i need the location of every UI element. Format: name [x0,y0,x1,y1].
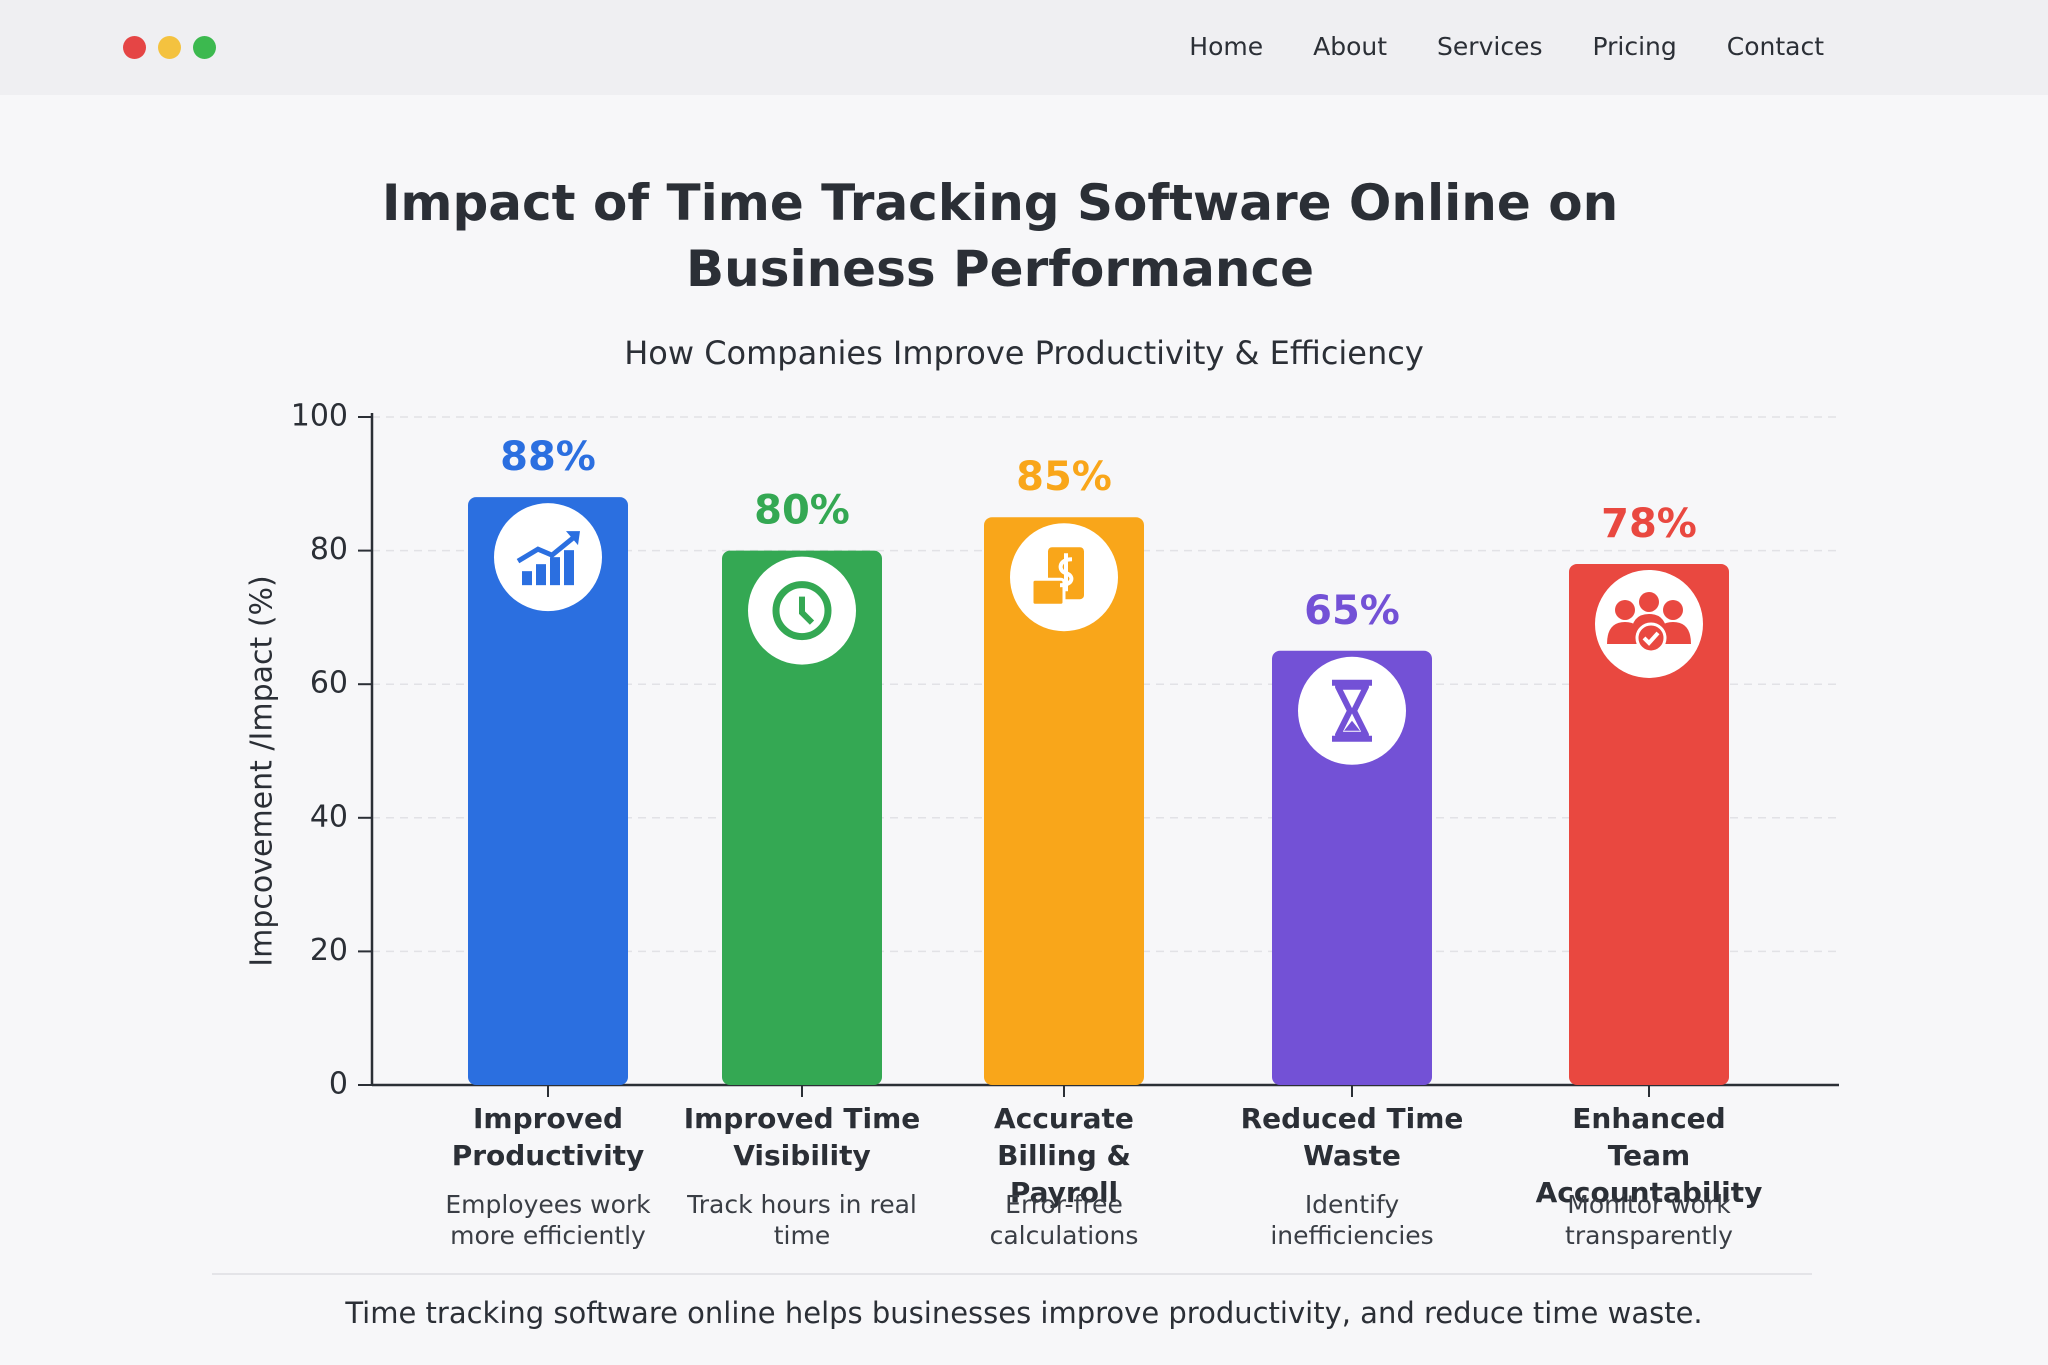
value-label: 85% [1016,454,1112,500]
window-dot [123,36,146,59]
icon [1298,656,1406,765]
icon [748,556,856,665]
nav: Home About Services Pricing Contact [1189,32,1824,61]
window-dot [158,36,181,59]
chart-title: Impact of Time Tracking Software Online … [381,174,1619,298]
icon [1595,569,1703,678]
nav-link[interactable]: Contact [1726,32,1824,61]
icon-part [566,531,580,546]
nav-link[interactable]: Home [1189,32,1264,61]
footer-text: Time tracking software online helps busi… [345,1296,1703,1330]
value-label: 88% [500,434,596,480]
icon-part [516,535,576,564]
icon-part [522,571,532,586]
y-tick-label: 40 [310,799,348,834]
nav-link[interactable]: About [1313,32,1388,61]
category-label: Improved Productivity [451,1102,645,1172]
window-dot [193,36,216,59]
separator [212,1273,1812,1275]
chart-subtitle: How Companies Improve Productivity & Eff… [624,334,1424,372]
icon-part [1615,599,1635,620]
icon-part [550,557,560,586]
bar [722,550,882,1085]
category-description: Error-free calculations [989,1190,1139,1250]
category-label: Enhanced Team Accountability [1535,1102,1763,1209]
nav-link[interactable]: Pricing [1592,32,1677,61]
category-description: Employees work more efficiently [445,1190,651,1250]
value-label: 78% [1601,501,1697,547]
icon-part [1332,679,1372,742]
bar [468,497,628,1085]
value-label: 80% [754,488,850,534]
icon [1010,523,1118,632]
bar [984,517,1144,1085]
y-tick-label: 20 [310,933,348,968]
top-bar: Home About Services Pricing Contact [0,0,2048,95]
y-tick-label: 60 [310,666,348,701]
bar [1569,563,1729,1085]
y-tick-label: 100 [291,399,348,434]
y-tick-label: 0 [329,1067,348,1102]
icon-part [1639,591,1659,612]
bar [1272,650,1432,1085]
icon [494,503,602,612]
category-description: Track hours in real time [687,1190,917,1250]
y-axis-label: Impcovement /Impact (%) [245,575,280,966]
value-label: 65% [1304,588,1400,634]
icon-circle [494,503,602,612]
y-tick-label: 80 [310,532,348,567]
icon-part [1030,577,1066,607]
icon-part [799,596,815,625]
icon-part [1344,720,1360,731]
icon-part [772,581,832,641]
icon-part [564,550,574,586]
icon-part [1642,631,1660,646]
nav-link[interactable]: Services [1437,32,1543,61]
category-label: Accurate Billing & Payroll [994,1102,1134,1209]
icon-part [1663,599,1683,620]
icon-part [536,564,546,586]
category-description: Identify inefficiencies [1270,1190,1434,1250]
category-description: Monitor work transparently [1565,1190,1733,1250]
category-label: Improved Time Visibility [683,1102,921,1172]
icon-part [1058,553,1074,592]
category-label: Reduced Time Waste [1240,1102,1464,1172]
